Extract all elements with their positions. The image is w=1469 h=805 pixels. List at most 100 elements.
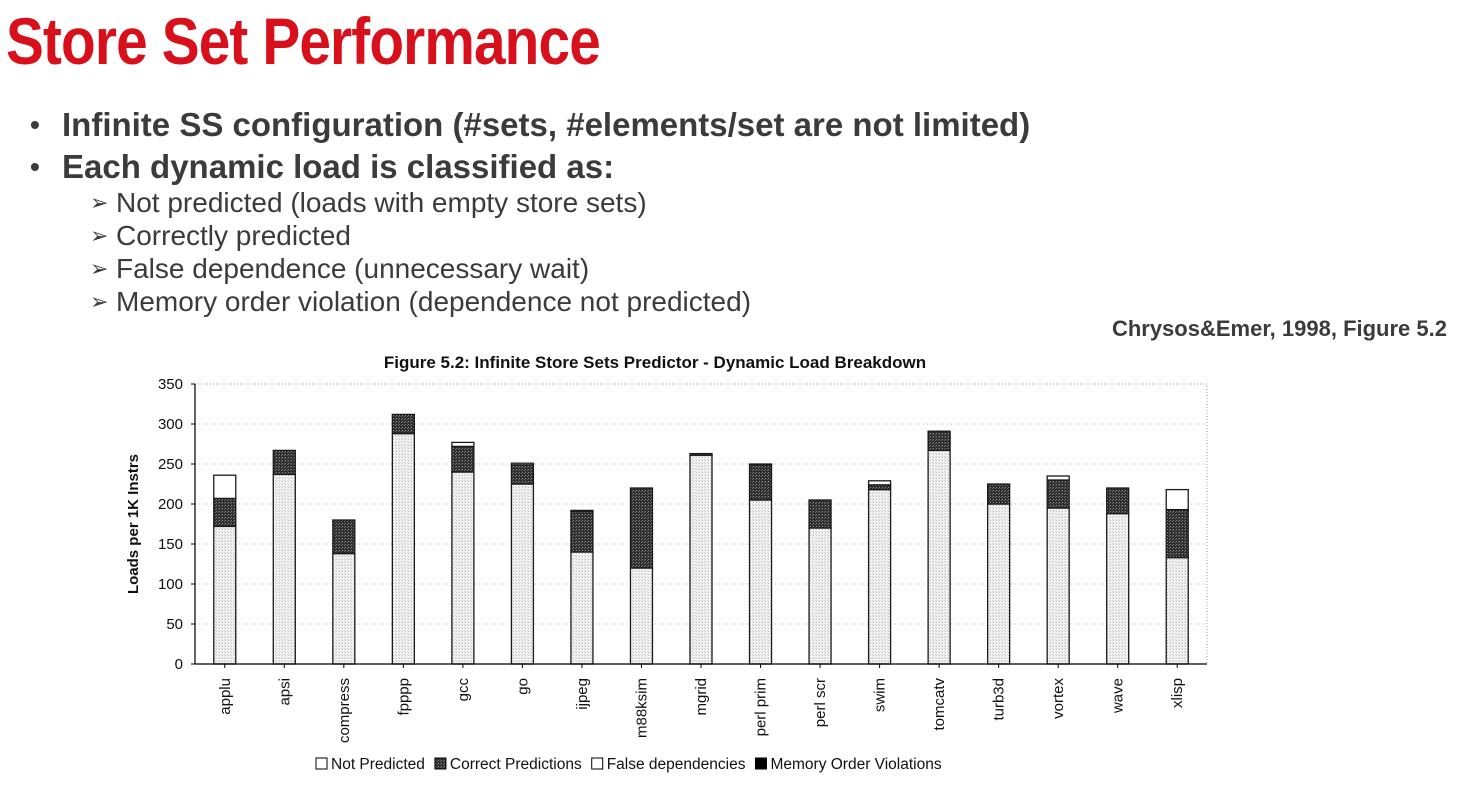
- x-tick-label: ijpeg: [574, 678, 591, 710]
- bar-segment: [1165, 508, 1189, 559]
- bar-segment: [1106, 512, 1130, 665]
- bar-segment: [213, 474, 237, 500]
- x-tick-label: m88ksim: [633, 678, 650, 738]
- x-tick-label: wave: [1110, 678, 1127, 714]
- legend-swatch: [315, 757, 328, 770]
- chart-title: Figure 5.2: Infinite Store Sets Predicto…: [384, 353, 926, 372]
- bar-segment: [689, 454, 713, 665]
- bar-segment: [272, 449, 296, 476]
- legend-swatch: [754, 757, 767, 770]
- bar-segment: [1046, 475, 1070, 481]
- bullet-text: Infinite SS configuration (#sets, #eleme…: [62, 106, 1031, 143]
- bar-segment: [510, 483, 535, 665]
- bar-segment: [570, 509, 594, 512]
- bar-segment: [213, 497, 237, 528]
- x-tick-label: turb3d: [991, 678, 1008, 721]
- figure-citation: Chrysos&Emer, 1998, Figure 5.2: [1111, 316, 1447, 341]
- x-tick-label: applu: [217, 678, 234, 715]
- bar-segment: [570, 510, 594, 553]
- arrow-bullet-icon: ➢: [90, 289, 109, 314]
- bar-segment: [808, 527, 832, 665]
- bar-segment: [986, 483, 1011, 505]
- bullet-item: • Each dynamic load is classified as:: [30, 146, 1030, 188]
- slide-title: Store Set Performance: [6, 4, 601, 78]
- bar-segment: [391, 413, 416, 435]
- bullet-dot-icon: •: [30, 109, 40, 140]
- bar-segment: [1046, 479, 1070, 509]
- sub-bullet-text: Memory order violation (dependence not p…: [116, 286, 752, 317]
- bar-segment: [1046, 507, 1070, 665]
- bar-segment: [213, 525, 237, 665]
- bar-segment: [748, 499, 773, 665]
- bar-segment: [629, 567, 654, 665]
- sub-bullet-list: ➢ Not predicted (loads with empty store s…: [90, 186, 751, 318]
- bar-segment: [927, 430, 951, 452]
- bar-segment: [451, 445, 475, 473]
- arrow-bullet-icon: ➢: [90, 190, 109, 215]
- x-tick-label: perl prim: [753, 678, 770, 736]
- bar-segment: [451, 441, 475, 448]
- bar-segment: [332, 552, 356, 665]
- bullet-item: • Infinite SS configuration (#sets, #elem…: [30, 104, 1030, 146]
- bar-segment: [451, 471, 475, 665]
- bar-segment: [867, 480, 892, 486]
- y-tick-label: 50: [166, 616, 183, 633]
- bar-segment: [332, 519, 356, 555]
- bar-segment: [867, 488, 892, 665]
- sub-bullet-text: Not predicted (loads with empty store se…: [116, 187, 647, 218]
- bar-segment: [1165, 556, 1189, 665]
- x-tick-label: perl scr: [812, 678, 829, 727]
- x-tick-label: compress: [336, 678, 353, 743]
- y-tick-label: 0: [175, 656, 183, 673]
- bar-segment: [1165, 488, 1189, 511]
- bar-segment: [748, 464, 773, 501]
- legend-label: Correct Predictions: [450, 756, 582, 773]
- y-tick-label: 150: [158, 536, 183, 553]
- sub-bullet-item: ➢ Not predicted (loads with empty store s…: [90, 186, 751, 219]
- legend-label: Memory Order Violations: [770, 756, 941, 773]
- sub-bullet-item: ➢ Memory order violation (dependence not …: [90, 285, 751, 318]
- bar-segment: [986, 503, 1011, 665]
- legend-label: False dependencies: [607, 756, 746, 773]
- arrow-bullet-icon: ➢: [90, 256, 109, 281]
- bar-segment: [748, 463, 773, 466]
- bar-segment: [927, 449, 951, 665]
- stacked-bar-chart: Figure 5.2: Infinite Store Sets Predicto…: [125, 353, 1208, 773]
- x-tick-label: tomcatv: [931, 678, 948, 731]
- y-tick-label: 350: [158, 376, 183, 393]
- legend-label: Not Predicted: [331, 756, 425, 773]
- bar-segment: [510, 462, 535, 466]
- bar-segment: [272, 473, 296, 665]
- bullet-dot-icon: •: [30, 151, 40, 182]
- y-tick-label: 300: [158, 416, 183, 433]
- bullet-text: Each dynamic load is classified as:: [62, 148, 615, 185]
- x-tick-label: mgrid: [693, 678, 710, 716]
- bar-segment: [808, 499, 832, 529]
- sub-bullet-item: ➢ False dependence (unnecessary wait): [90, 252, 751, 285]
- bar-segment: [689, 452, 713, 456]
- x-tick-label: apsi: [276, 678, 293, 706]
- bar-segment: [629, 487, 654, 569]
- y-tick-label: 250: [158, 456, 183, 473]
- x-tick-label: xlisp: [1169, 678, 1186, 708]
- bar-segment: [391, 432, 416, 665]
- sub-bullet-text: False dependence (unnecessary wait): [116, 253, 590, 284]
- y-tick-label: 100: [158, 576, 183, 593]
- sub-bullet-text: Correctly predicted: [116, 220, 351, 251]
- x-tick-label: vortex: [1050, 678, 1067, 719]
- x-tick-label: gcc: [455, 678, 472, 702]
- legend-swatch: [434, 757, 447, 770]
- sub-bullet-item: ➢ Correctly predicted: [90, 219, 751, 252]
- bar-segment: [867, 484, 892, 491]
- bar-segment: [1106, 487, 1130, 515]
- y-tick-label: 200: [158, 496, 183, 513]
- arrow-bullet-icon: ➢: [90, 223, 109, 248]
- y-axis-label: Loads per 1K Instrs: [125, 454, 142, 594]
- bar-segment: [510, 464, 535, 485]
- x-tick-label: swim: [872, 678, 889, 712]
- x-tick-label: go: [514, 678, 531, 695]
- x-tick-label: fpppp: [395, 678, 412, 716]
- bar-segment: [570, 551, 594, 665]
- legend-swatch: [591, 757, 604, 770]
- bullet-list: • Infinite SS configuration (#sets, #elem…: [30, 104, 1030, 188]
